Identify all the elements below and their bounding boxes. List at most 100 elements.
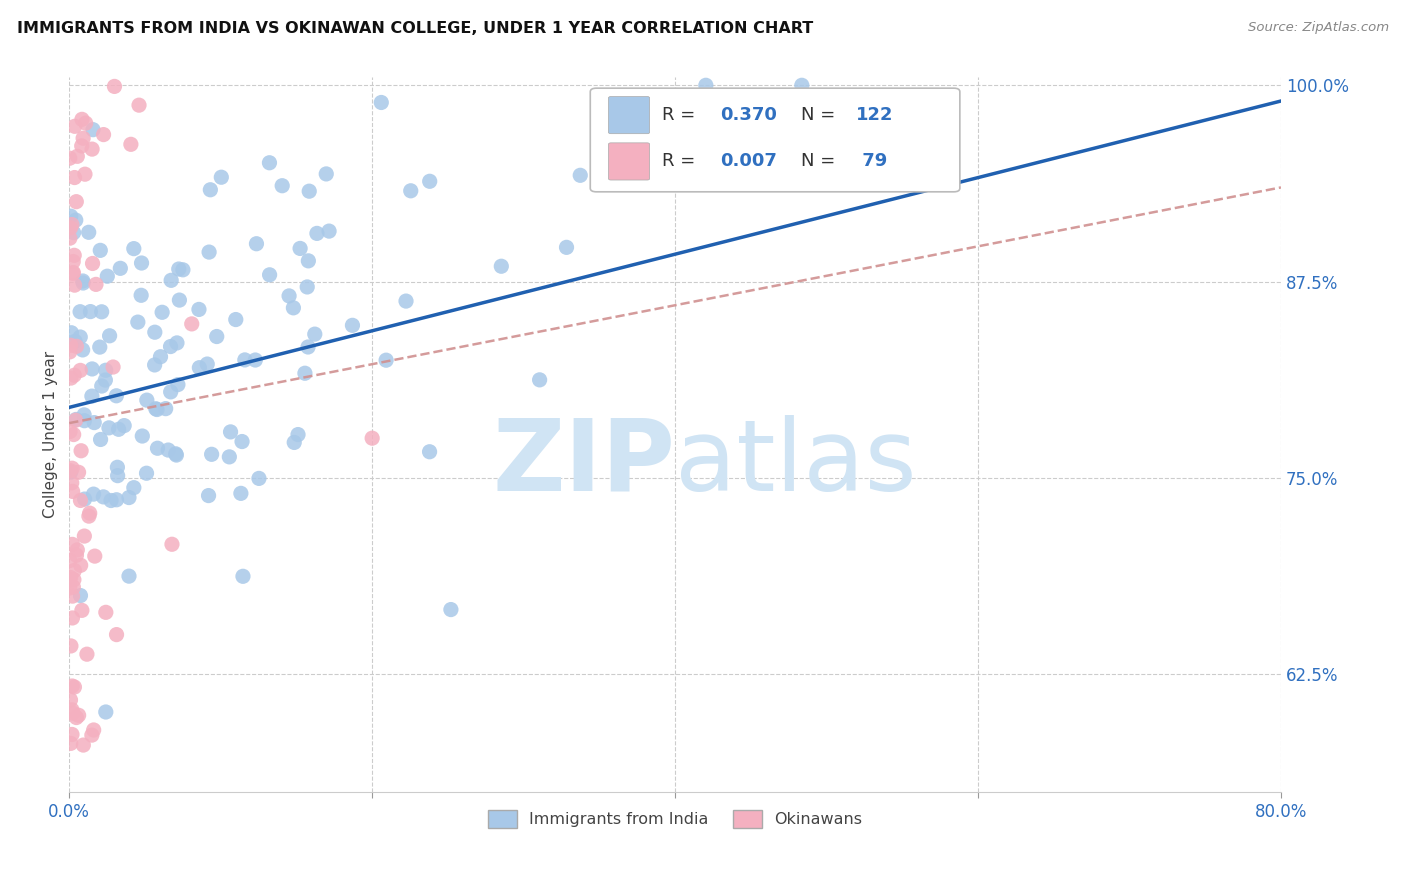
- Point: [491, 259, 513, 273]
- Point: [65, 413, 87, 427]
- FancyBboxPatch shape: [591, 88, 960, 192]
- Point: [127, 315, 149, 329]
- Point: [59, 639, 82, 653]
- Point: [62, 427, 84, 442]
- Text: 0.370: 0.370: [720, 106, 776, 124]
- Point: [231, 434, 253, 449]
- Y-axis label: College, Under 1 year: College, Under 1 year: [44, 351, 58, 518]
- Point: [219, 425, 242, 439]
- Point: [297, 253, 319, 268]
- Point: [59, 209, 82, 223]
- Point: [59, 338, 82, 352]
- Point: [84, 277, 107, 292]
- Point: [315, 167, 337, 181]
- Point: [297, 340, 319, 354]
- Point: [149, 350, 172, 364]
- Point: [69, 330, 91, 344]
- Point: [73, 414, 96, 428]
- Point: [159, 384, 181, 399]
- Point: [166, 335, 188, 350]
- Point: [76, 647, 98, 661]
- Point: [555, 240, 578, 254]
- Point: [65, 548, 87, 562]
- Point: [225, 312, 247, 326]
- Point: [79, 304, 101, 318]
- Text: R =: R =: [662, 106, 700, 124]
- Point: [77, 225, 100, 239]
- Point: [440, 602, 463, 616]
- Text: IMMIGRANTS FROM INDIA VS OKINAWAN COLLEGE, UNDER 1 YEAR CORRELATION CHART: IMMIGRANTS FROM INDIA VS OKINAWAN COLLEG…: [17, 21, 813, 37]
- Point: [118, 569, 141, 583]
- Point: [63, 170, 86, 185]
- Point: [107, 468, 129, 483]
- Point: [69, 493, 91, 508]
- Point: [62, 706, 84, 720]
- Point: [65, 213, 87, 227]
- Point: [419, 444, 441, 458]
- Point: [69, 304, 91, 318]
- Point: [103, 79, 125, 94]
- Point: [62, 484, 84, 499]
- Point: [150, 305, 173, 319]
- Point: [122, 481, 145, 495]
- Point: [63, 573, 86, 587]
- Point: [59, 465, 82, 479]
- Point: [122, 242, 145, 256]
- Point: [790, 78, 813, 93]
- Point: [297, 280, 319, 294]
- Point: [90, 305, 112, 319]
- Point: [72, 738, 94, 752]
- Point: [83, 416, 105, 430]
- Point: [59, 553, 82, 567]
- Point: [419, 174, 441, 188]
- Text: N =: N =: [801, 106, 841, 124]
- Point: [245, 236, 267, 251]
- Point: [135, 467, 157, 481]
- Point: [62, 589, 84, 603]
- Point: [118, 491, 141, 505]
- Point: [155, 401, 177, 416]
- Point: [98, 328, 121, 343]
- Point: [169, 293, 191, 307]
- Point: [318, 224, 340, 238]
- Point: [165, 448, 187, 462]
- Point: [370, 95, 392, 110]
- Point: [89, 340, 111, 354]
- Point: [229, 486, 252, 500]
- Point: [304, 327, 326, 342]
- Point: [259, 268, 281, 282]
- Point: [218, 450, 240, 464]
- Point: [72, 131, 94, 145]
- Point: [80, 142, 103, 156]
- Point: [298, 184, 321, 198]
- Point: [198, 245, 221, 260]
- Point: [63, 248, 86, 262]
- Point: [77, 509, 100, 524]
- Point: [112, 418, 135, 433]
- Point: [375, 353, 398, 368]
- Point: [94, 373, 117, 387]
- Point: [195, 357, 218, 371]
- Point: [69, 558, 91, 573]
- Point: [283, 301, 305, 315]
- Point: [82, 122, 104, 136]
- Point: [60, 461, 83, 475]
- Point: [80, 728, 103, 742]
- Point: [160, 537, 183, 551]
- Point: [59, 425, 82, 439]
- Point: [167, 262, 190, 277]
- Point: [63, 368, 86, 383]
- Point: [65, 339, 87, 353]
- Point: [529, 373, 551, 387]
- Point: [59, 151, 82, 165]
- Point: [70, 139, 93, 153]
- Point: [72, 274, 94, 288]
- Point: [157, 443, 180, 458]
- Point: [259, 155, 281, 169]
- Text: atlas: atlas: [675, 415, 917, 512]
- Point: [60, 703, 83, 717]
- Point: [67, 465, 90, 479]
- Point: [94, 363, 117, 377]
- Point: [65, 710, 87, 724]
- Point: [200, 183, 222, 197]
